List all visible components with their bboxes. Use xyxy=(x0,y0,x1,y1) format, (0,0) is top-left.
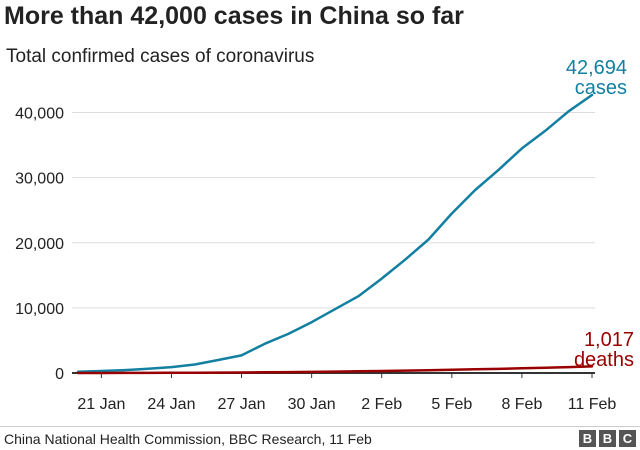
deaths-end-label: 1,017 deaths xyxy=(574,330,634,370)
series-lines xyxy=(76,93,594,375)
bbc-logo: B B C xyxy=(579,430,636,447)
logo-letter-c: C xyxy=(619,430,636,447)
x-tick-label: 27 Jan xyxy=(218,396,266,413)
y-tick-label: 0 xyxy=(55,366,64,383)
chart-title: More than 42,000 cases in China so far xyxy=(4,2,464,30)
x-tick-label: 11 Feb xyxy=(568,396,617,413)
cases-end-word: cases xyxy=(574,77,627,99)
y-axis-ticks: 0 10,000 20,000 30,000 40,000 xyxy=(15,106,64,383)
deaths-end-value: 1,017 xyxy=(583,329,634,351)
series-line-cases xyxy=(76,93,594,373)
logo-letter-b2: B xyxy=(599,430,616,447)
footer-divider xyxy=(0,426,640,427)
logo-letter-b1: B xyxy=(579,430,596,447)
x-tick-label: 30 Jan xyxy=(288,396,336,413)
y-tick-label: 10,000 xyxy=(15,301,64,318)
chart-subtitle: Total confirmed cases of coronavirus xyxy=(6,46,315,67)
cases-end-value: 42,694 xyxy=(565,57,627,79)
series-line-deaths xyxy=(76,365,594,375)
line-chart: 0 10,000 20,000 30,000 40,000 21 Jan 24 Jan 27… xyxy=(15,93,616,413)
x-tick-label: 24 Jan xyxy=(147,396,195,413)
cases-end-label: 42,694 cases xyxy=(566,58,627,98)
x-tick-label: 21 Jan xyxy=(77,396,125,413)
source-note: China National Health Commission, BBC Re… xyxy=(4,431,372,447)
x-tick-label: 5 Feb xyxy=(431,396,472,413)
deaths-end-word: deaths xyxy=(573,349,634,371)
y-tick-label: 40,000 xyxy=(15,106,64,123)
x-tick-label: 8 Feb xyxy=(501,396,542,413)
y-tick-label: 20,000 xyxy=(15,236,64,253)
x-axis-ticks: 21 Jan 24 Jan 27 Jan 30 Jan 2 Feb 5 Feb 8 Feb 1… xyxy=(77,373,616,413)
y-tick-label: 30,000 xyxy=(15,171,64,188)
x-tick-label: 2 Feb xyxy=(361,396,402,413)
